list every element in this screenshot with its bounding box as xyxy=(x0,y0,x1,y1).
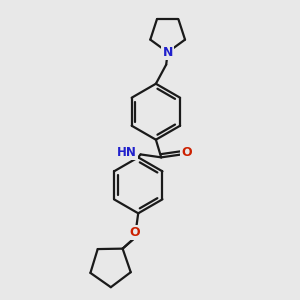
Text: O: O xyxy=(129,226,140,239)
Text: HN: HN xyxy=(117,146,137,159)
Text: O: O xyxy=(181,146,191,159)
Text: N: N xyxy=(163,46,173,59)
